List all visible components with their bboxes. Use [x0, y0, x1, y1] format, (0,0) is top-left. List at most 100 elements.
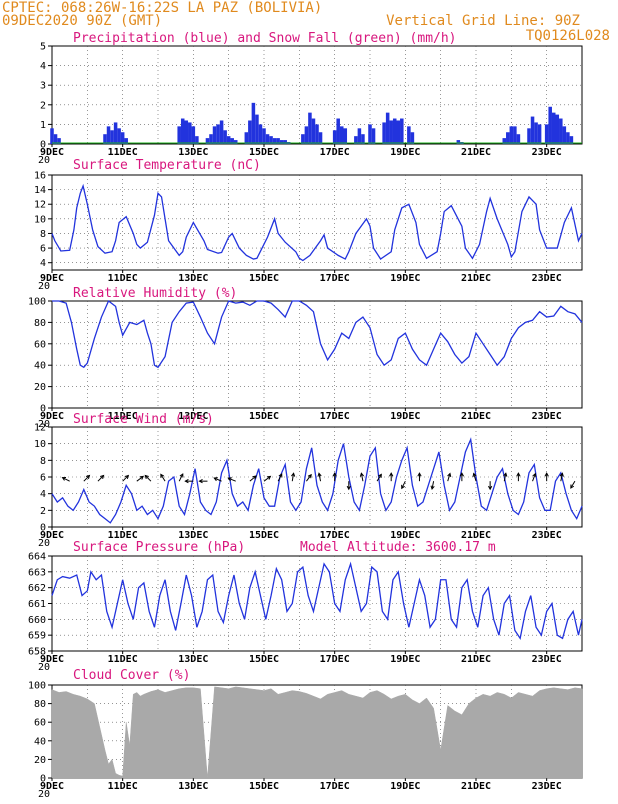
precip-year-fragment: 20 [38, 155, 50, 166]
wind-vector [559, 472, 564, 482]
cloud-ytick-label: 20 [34, 755, 46, 766]
press-title: Surface Pressure (hPa) [73, 540, 245, 555]
precip-bar [304, 126, 309, 144]
press-xtick-label: 9DEC [40, 654, 64, 665]
wind-vector-head [389, 472, 394, 477]
precip-bar [177, 126, 181, 144]
precip-bar [50, 128, 54, 144]
press-year-fragment: 20 [38, 662, 50, 673]
temp-xtick-label: 23DEC [532, 273, 562, 284]
precip-bar [258, 124, 263, 144]
precip-title: Precipitation (blue) and Snow Fall (gree… [73, 31, 457, 46]
rh-frame [51, 300, 583, 409]
precip-bar [537, 124, 542, 144]
rh-panel: 0 20 40 60 80 100 9DEC 11DEC 13DEC 15DEC 17DEC 19DE… [28, 286, 583, 430]
wind-vector-shaft [62, 477, 70, 482]
wind-vector-head [559, 472, 564, 477]
wind-vector-shaft [160, 474, 166, 482]
precip-bar [361, 134, 365, 144]
rh-xtick-label: 17DEC [320, 411, 350, 422]
wind-ytick-label: 12 [34, 423, 46, 434]
wind-vector [376, 473, 382, 482]
wind-vector [359, 472, 364, 482]
wind-vector-head [488, 485, 493, 491]
wind-xtick-label: 15DEC [249, 530, 279, 541]
precip-bar [103, 134, 107, 144]
wind-vector-shaft [144, 475, 152, 482]
wind-vector-head [61, 476, 67, 481]
precip-bar [410, 132, 415, 144]
precip-bar [265, 134, 270, 144]
precip-xtick-label: 15DEC [249, 147, 279, 158]
precip-bar [513, 126, 517, 144]
cloud-ytick-label: 100 [28, 681, 46, 692]
press-xtick-label: 15DEC [249, 654, 279, 665]
precip-bar [216, 124, 220, 144]
precip-bar [569, 136, 574, 144]
wind-xtick-label: 19DEC [390, 530, 420, 541]
wind-vector [277, 473, 283, 482]
precip-bar [283, 140, 287, 144]
wind-vector [291, 472, 296, 482]
wind-vector-head [472, 472, 477, 478]
wind-vector [532, 472, 537, 482]
precip-bar [382, 122, 386, 144]
rh-xtick-label: 19DEC [390, 411, 420, 422]
header-grid-note: Vertical Grid Line: 90Z [386, 13, 580, 29]
wind-vector-head [401, 484, 405, 490]
wind-ytick-label: 10 [34, 439, 46, 450]
wind-vector [317, 472, 322, 482]
wind-vector-head [332, 472, 337, 477]
precip-bar [279, 140, 284, 144]
header-date: 09DEC2020 90Z (GMT) [2, 13, 162, 29]
wind-vector-head [179, 473, 184, 478]
precip-bar [354, 136, 358, 144]
wind-vector [332, 472, 337, 482]
press-ytick-label: 658 [28, 647, 46, 658]
precip-bar [544, 124, 549, 144]
precip-bar [269, 136, 273, 144]
precip-bar [308, 112, 312, 144]
wind-title: Surface Wind (m/s) [73, 412, 214, 427]
wind-vector [430, 481, 435, 491]
wind-vector-shaft [305, 474, 312, 482]
wind-vector [178, 473, 184, 482]
wind-vector [136, 475, 145, 482]
wind-xtick-label: 17DEC [320, 530, 350, 541]
wind-vector-head [317, 472, 322, 477]
precip-bar [230, 138, 234, 144]
precip-bar [195, 136, 199, 144]
wind-vector-head [378, 473, 382, 478]
precip-bar [120, 132, 125, 144]
temp-frame [51, 174, 583, 271]
wind-xtick-label: 21DEC [461, 530, 491, 541]
wind-vector-head [85, 474, 91, 480]
precip-bar [555, 114, 560, 144]
wind-vector-head [227, 477, 232, 482]
precip-ytick-label: 4 [40, 61, 46, 72]
rh-xtick-label: 9DEC [40, 411, 64, 422]
wind-vector-head [184, 479, 189, 484]
header-location: CPTEC: 068:26W-16:22S LA PAZ (BOLIVIA) [2, 0, 322, 16]
cloud-title: Cloud Cover (%) [73, 668, 190, 683]
wind-vector-shaft [263, 475, 271, 482]
temp-ytick-label: 16 [34, 171, 46, 182]
press-line [51, 561, 583, 641]
rh-year-fragment: 20 [38, 419, 50, 430]
temp-xtick-label: 9DEC [40, 273, 64, 284]
wind-vector-shaft [277, 473, 283, 482]
wind-vector-shaft [532, 473, 536, 482]
temp-year-fragment: 20 [38, 281, 50, 292]
temp-xtick-label: 17DEC [320, 273, 350, 284]
wind-vector-shaft [431, 481, 435, 490]
cloud-xtick-label: 13DEC [178, 781, 208, 792]
precip-bar [456, 140, 461, 144]
wind-vector-head [532, 472, 537, 478]
precip-bar [272, 138, 277, 144]
wind-ytick-label: 8 [40, 456, 46, 467]
precip-bar [385, 112, 390, 144]
temp-xtick-label: 11DEC [108, 273, 138, 284]
precip-bar [548, 106, 552, 144]
